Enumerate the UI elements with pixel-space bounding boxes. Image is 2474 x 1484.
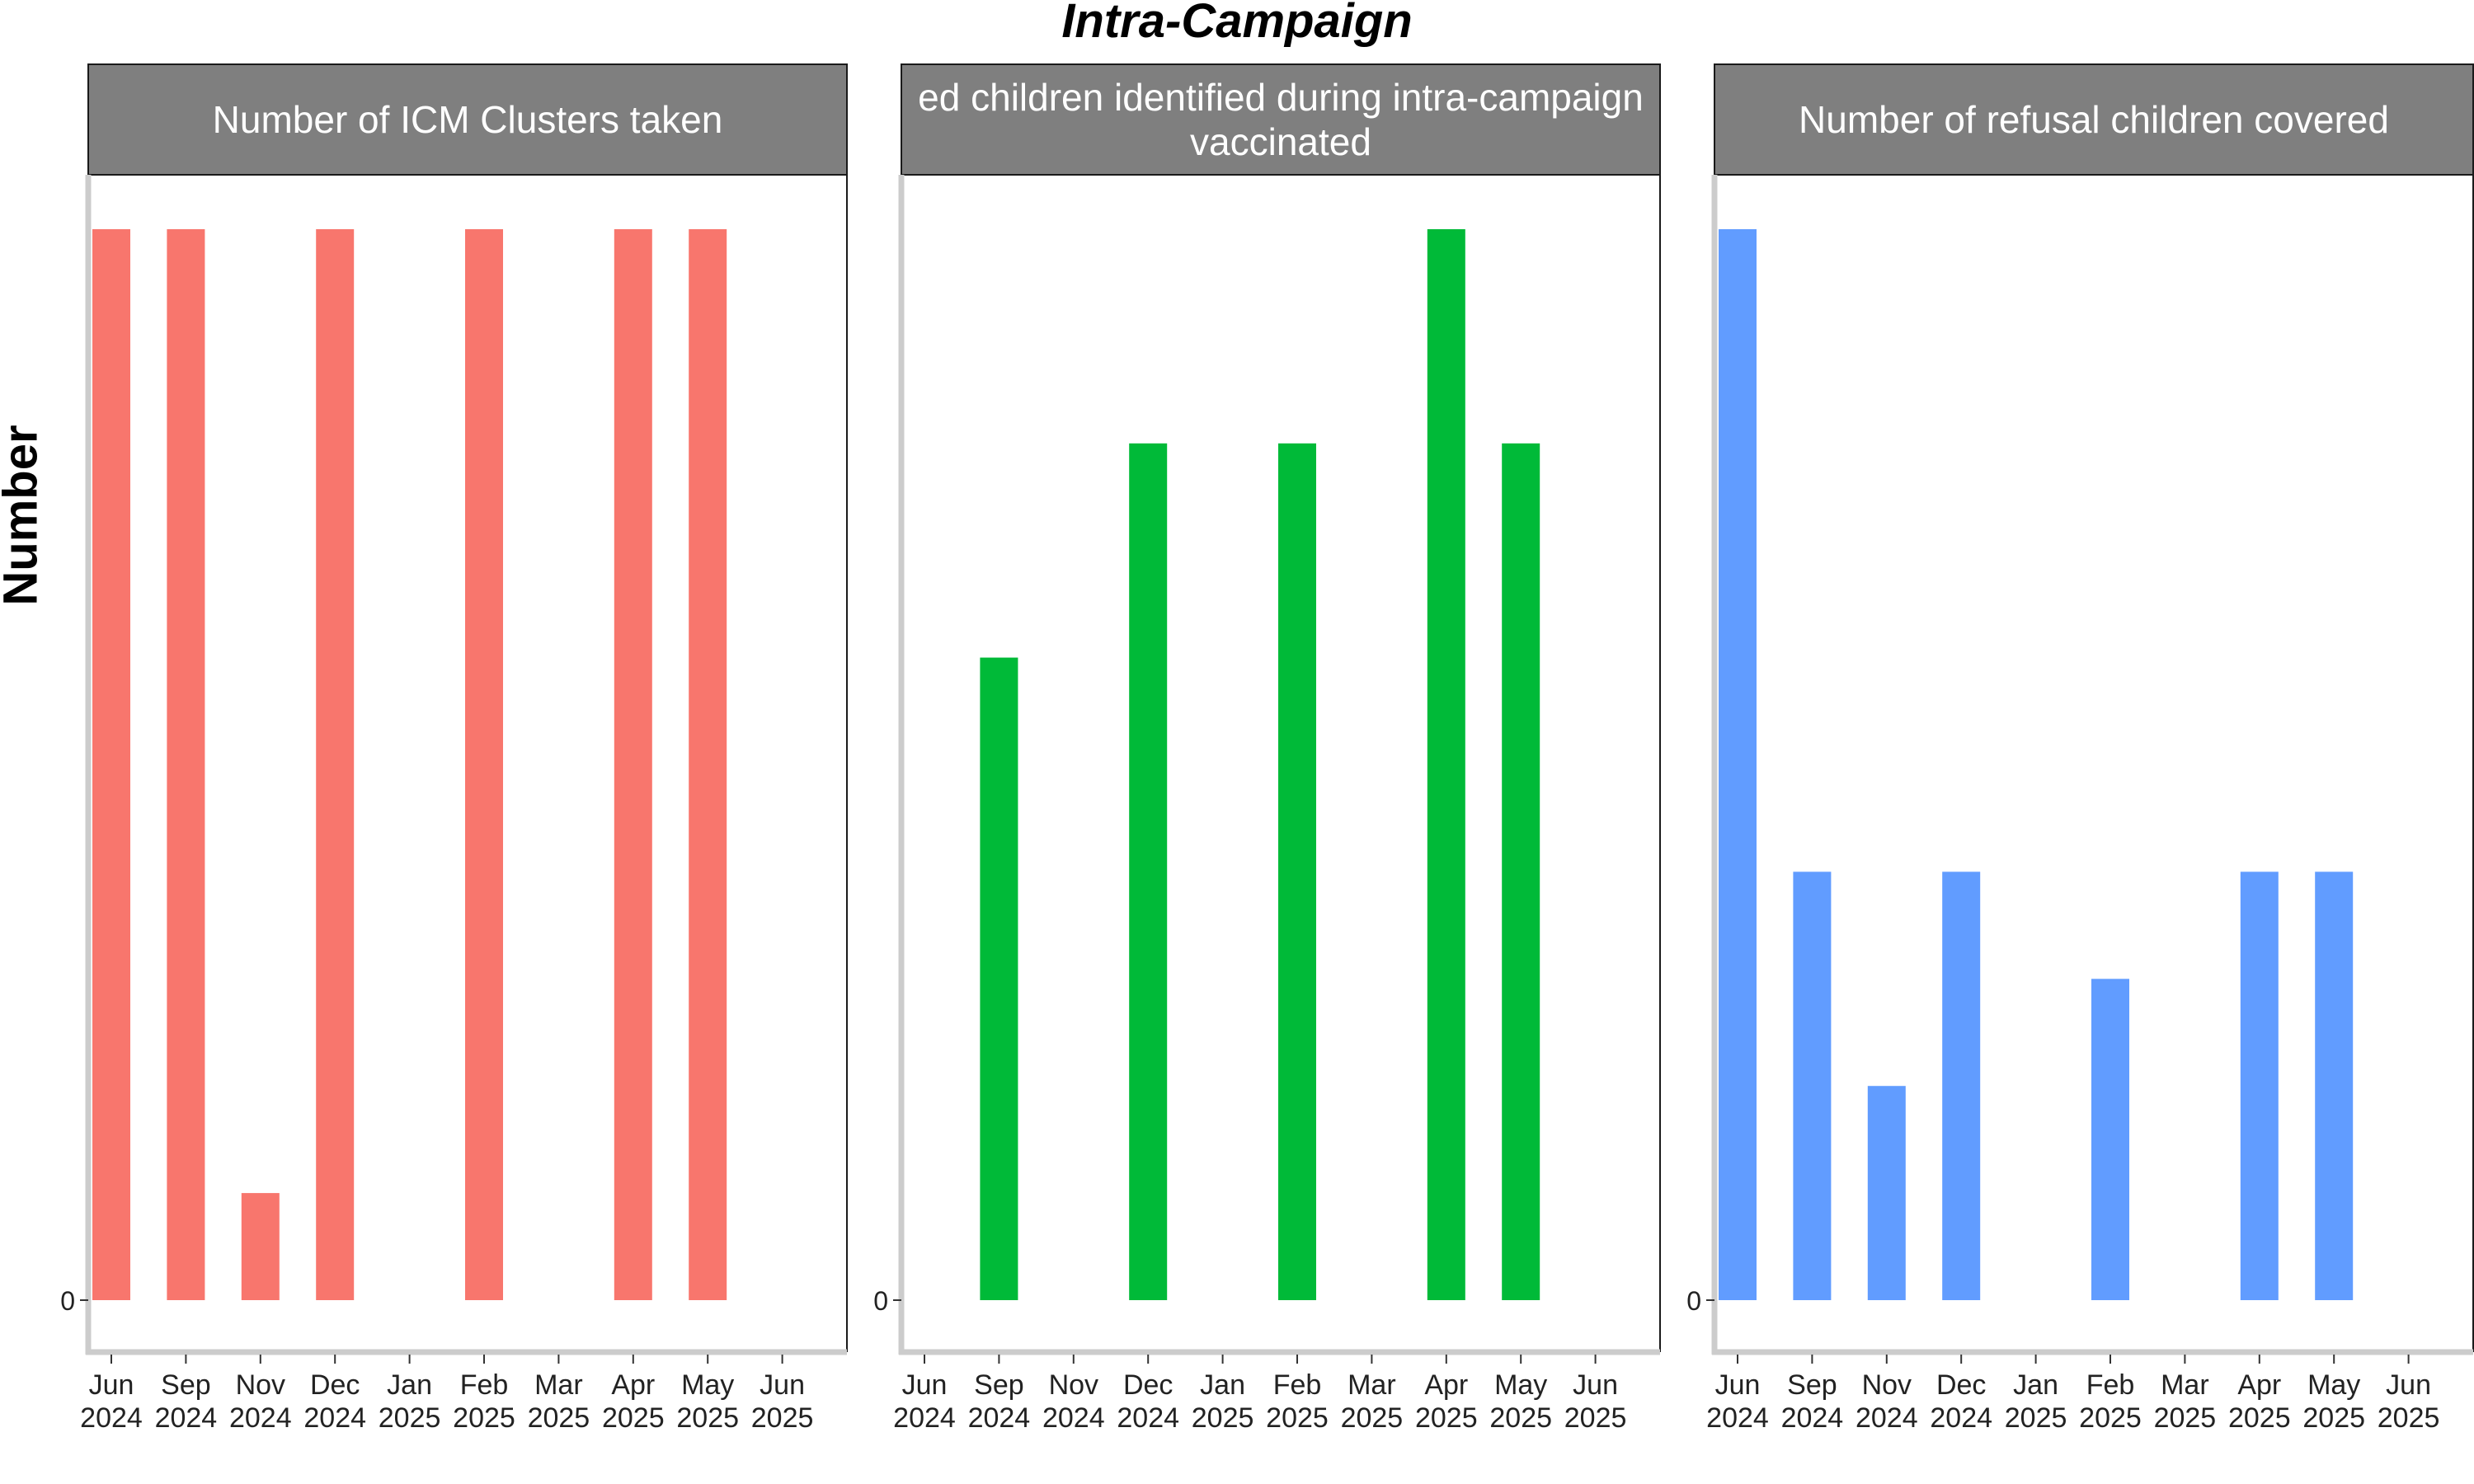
x-tick-label-year: 2025 (1564, 1402, 1627, 1434)
facet-strip-title: vaccinated (1190, 120, 1371, 163)
bar (2091, 979, 2129, 1300)
x-tick-label-month: May (1494, 1369, 1547, 1401)
x-tick-label-year: 2025 (676, 1402, 739, 1434)
x-tick-label-year: 2025 (1192, 1402, 1254, 1434)
bar (1427, 229, 1465, 1300)
x-tick-label-year: 2025 (2378, 1402, 2440, 1434)
x-tick-label-year: 2025 (2154, 1402, 2217, 1434)
x-tick-label-year: 2024 (229, 1402, 292, 1434)
x-tick-label-year: 2025 (2005, 1402, 2067, 1434)
x-tick-label-year: 2025 (1489, 1402, 1552, 1434)
chart-title: Intra-Campaign (1061, 0, 1413, 48)
x-tick-label-month: Jan (2013, 1369, 2058, 1401)
bar (1867, 1086, 1906, 1300)
x-tick-label-month: May (2307, 1369, 2360, 1401)
x-tick-label-month: Sep (161, 1369, 211, 1401)
x-tick-label-month: Jun (2386, 1369, 2431, 1401)
x-tick-label-year: 2024 (1042, 1402, 1105, 1434)
x-tick-label-year: 2025 (2079, 1402, 2142, 1434)
x-tick-label-month: Jun (1573, 1369, 1618, 1401)
x-tick-label-month: Apr (611, 1369, 655, 1401)
x-tick-label-year: 2025 (379, 1402, 441, 1434)
x-tick-label-year: 2025 (453, 1402, 515, 1434)
bar (316, 229, 355, 1300)
bar (2315, 871, 2354, 1300)
facet-panel-2: ed children identified during intra-camp… (873, 63, 1661, 1434)
bar (980, 657, 1018, 1300)
x-tick-label-month: Apr (2237, 1369, 2281, 1401)
x-tick-label-month: Jan (1200, 1369, 1245, 1401)
x-tick-label-month: Apr (1424, 1369, 1468, 1401)
x-tick-label-month: May (681, 1369, 734, 1401)
x-tick-label-month: Dec (310, 1369, 360, 1401)
bar (1793, 871, 1832, 1300)
bar (614, 229, 652, 1300)
bar (689, 229, 727, 1300)
x-tick-label-year: 2024 (155, 1402, 218, 1434)
x-tick-label-year: 2024 (1856, 1402, 1918, 1434)
x-tick-label-year: 2024 (1706, 1402, 1769, 1434)
x-tick-label-month: Sep (974, 1369, 1024, 1401)
x-tick-label-month: Feb (460, 1369, 509, 1401)
x-tick-label-month: Mar (534, 1369, 583, 1401)
facet-strip (901, 63, 1661, 176)
x-tick-label-year: 2025 (2228, 1402, 2291, 1434)
x-tick-label-month: Jun (902, 1369, 948, 1401)
y-tick-label: 0 (873, 1286, 888, 1316)
x-tick-label-month: Jun (1715, 1369, 1761, 1401)
x-tick-label-year: 2025 (751, 1402, 814, 1434)
facet-strip (1714, 63, 2474, 176)
bar (1502, 443, 1540, 1300)
x-tick-label-year: 2025 (2302, 1402, 2365, 1434)
facet-panel-3: Number of refusal children covered0Jun20… (1686, 63, 2474, 1434)
x-tick-label-month: Mar (1348, 1369, 1396, 1401)
x-tick-label-month: Nov (1049, 1369, 1098, 1401)
bar (1129, 443, 1168, 1300)
x-tick-label-month: Jun (89, 1369, 134, 1401)
x-tick-label-month: Sep (1787, 1369, 1837, 1401)
x-tick-label-month: Nov (1862, 1369, 1912, 1401)
x-tick-label-month: Feb (1273, 1369, 1322, 1401)
x-tick-label-year: 2024 (1781, 1402, 1844, 1434)
x-tick-label-month: Jan (387, 1369, 432, 1401)
x-tick-label-year: 2024 (968, 1402, 1031, 1434)
x-tick-label-year: 2024 (893, 1402, 956, 1434)
x-tick-label-year: 2024 (303, 1402, 366, 1434)
y-tick-label: 0 (1686, 1286, 1701, 1316)
facet-panel-1: Number of ICM Clusters taken0Jun2024Sep2… (60, 63, 848, 1434)
bar (465, 229, 503, 1300)
x-tick-label-year: 2025 (1415, 1402, 1478, 1434)
bar (2240, 871, 2279, 1300)
x-tick-label-year: 2025 (1266, 1402, 1329, 1434)
x-tick-label-month: Jun (760, 1369, 805, 1401)
x-tick-label-year: 2024 (80, 1402, 143, 1434)
bar (1719, 229, 1757, 1300)
x-tick-label-year: 2024 (1930, 1402, 1992, 1434)
x-tick-label-year: 2025 (528, 1402, 590, 1434)
facet-strip-title: Number of ICM Clusters taken (213, 98, 723, 141)
bar (92, 229, 130, 1300)
bar (1278, 443, 1316, 1300)
y-tick-label: 0 (60, 1286, 75, 1316)
x-tick-label-month: Nov (236, 1369, 285, 1401)
x-tick-label-year: 2024 (1117, 1402, 1179, 1434)
x-tick-label-month: Feb (2086, 1369, 2135, 1401)
bar (241, 1193, 280, 1300)
x-tick-label-month: Mar (2161, 1369, 2209, 1401)
bar (1942, 871, 1981, 1300)
facet-strip-title: ed children identified during intra-camp… (918, 76, 1644, 119)
x-tick-label-month: Dec (1936, 1369, 1986, 1401)
x-tick-label-month: Dec (1123, 1369, 1173, 1401)
bar (167, 229, 205, 1300)
facet-strip-title: Number of refusal children covered (1799, 98, 2389, 141)
x-tick-label-year: 2025 (602, 1402, 665, 1434)
x-tick-label-year: 2025 (1341, 1402, 1404, 1434)
